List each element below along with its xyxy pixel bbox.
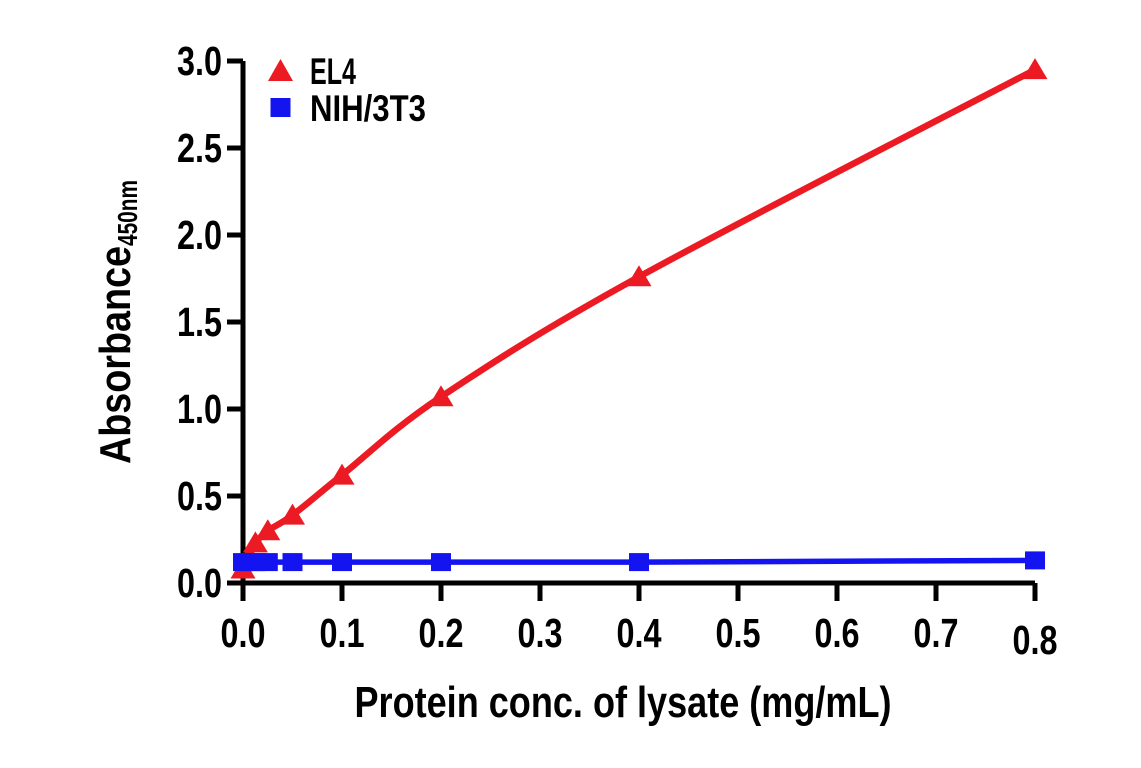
nih3t3-square-marker [629,553,649,572]
series-el4 [230,58,1048,579]
y-axis-title-subscript: 450nm [112,180,143,246]
x-tick-label: 0.5 [716,610,761,656]
y-tick-label: 1.5 [177,299,222,345]
x-tick-label: 0.7 [914,610,959,656]
el4-triangle-marker [626,265,652,287]
el4-triangle-marker [242,531,268,553]
series-nih3t3 [233,551,1045,572]
x-tick-label: 0.1 [320,610,365,656]
x-tick-label: 0.0 [221,610,266,656]
series-layer [230,58,1048,579]
el4-triangle-marker [280,503,305,525]
tick-labels: 0.0 0.5 1.0 1.5 2.0 2.5 3.0 0.0 0.1 0.2 0.3 0.4 0.5 0… [177,38,1058,663]
nih3t3-square-marker [332,553,352,572]
y-tick-label: 1.0 [177,386,222,432]
x-tick-label: 0.3 [518,610,563,656]
y-tick-label: 0.0 [177,560,222,606]
el4-curve [240,66,1037,571]
legend-nih3t3-square-icon [270,98,291,117]
nih3t3-square-marker [431,553,451,572]
y-tick-label: 2.5 [177,125,222,171]
y-tick-label: 3.0 [177,38,222,84]
legend-el4-label: EL4 [310,51,356,92]
x-tick-label: 0.8 [1013,617,1058,663]
nih3t3-square-marker [1025,551,1045,570]
x-tick-label: 0.2 [419,610,464,656]
y-tick-label: 2.0 [177,212,222,258]
x-tick-label: 0.6 [815,610,860,656]
y-axis-title: Absorbance450nm [91,180,143,464]
el4-triangle-marker [1022,58,1048,80]
legend-nih3t3-label: NIH/3T3 [310,88,426,129]
el4-triangle-marker [255,519,281,541]
el4-triangle-marker [428,385,454,407]
x-tick-label: 0.4 [617,610,662,656]
nih3t3-square-marker [257,553,278,572]
axes [227,58,1038,601]
nih3t3-square-marker [282,553,303,572]
legend-el4-triangle-icon [268,59,293,81]
x-axis-title: Protein conc. of lysate (mg/mL) [355,678,892,727]
y-axis-title-main: Absorbance [91,246,140,464]
el4-triangle-marker [329,463,355,485]
legend: EL4 NIH/3T3 [268,51,426,129]
y-tick-label: 0.5 [177,473,222,519]
